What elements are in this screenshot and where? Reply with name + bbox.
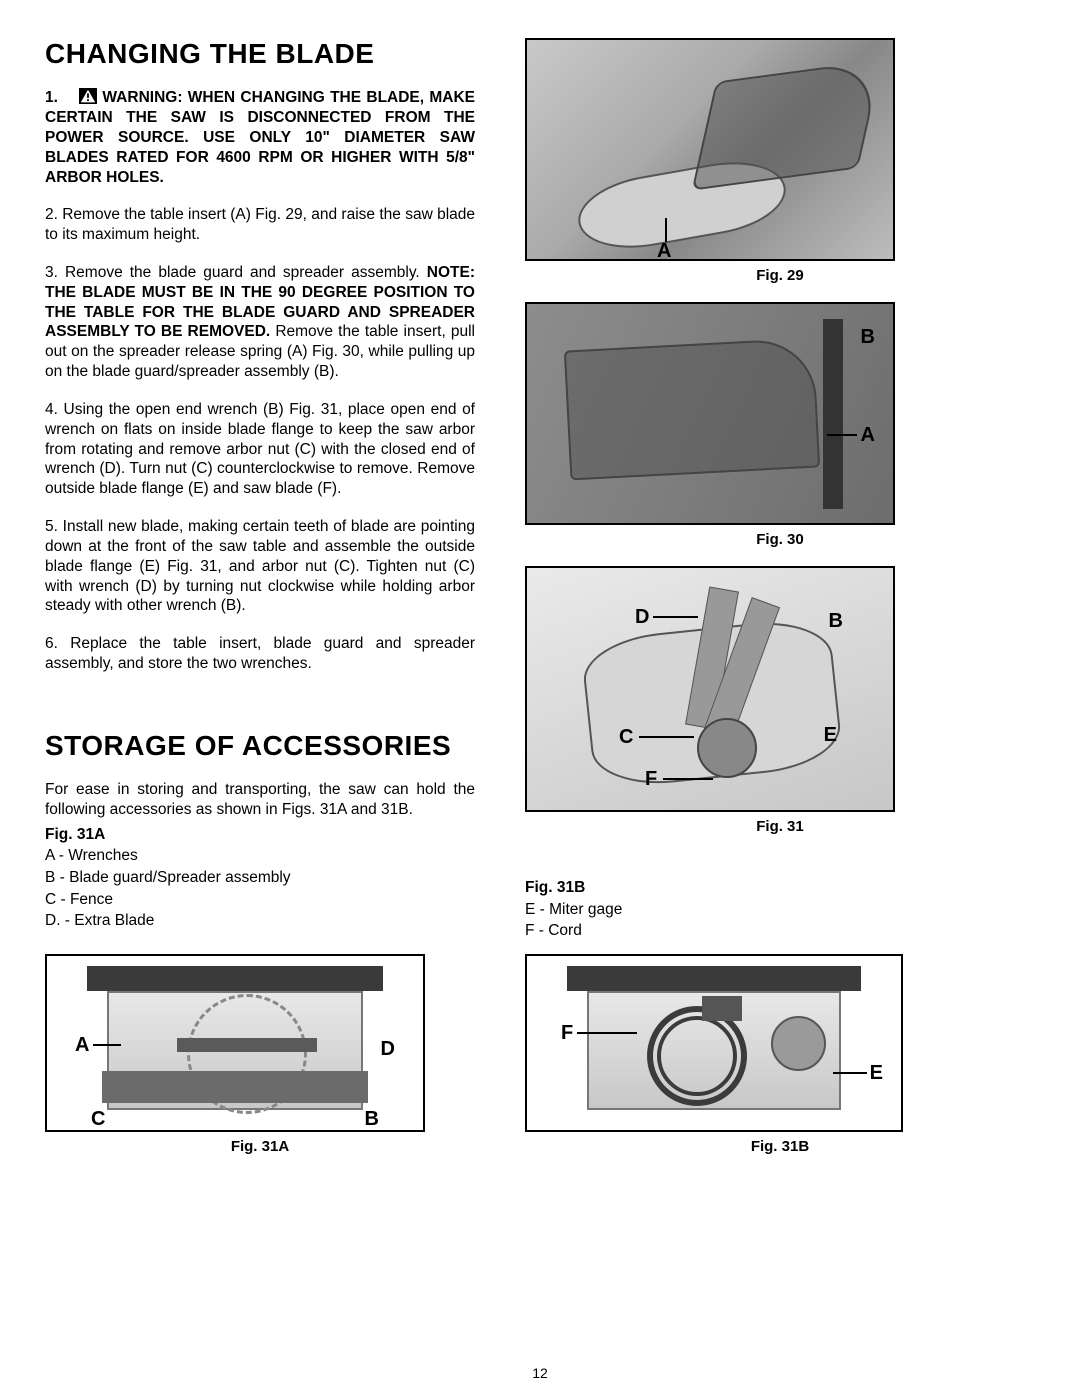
fig31b-list-body: E - Miter gage F - Cord [525,899,1035,942]
step-1: 1. WARNING: WHEN CHANGING THE BLADE, MAK… [45,88,475,187]
step3-a: 3. Remove the blade guard and spreader a… [45,264,427,281]
figure-29: A Fig. 29 [525,38,1035,284]
figure-31-caption: Fig. 31 [525,818,1035,835]
fig31A-label-D: D [381,1038,395,1061]
fig31-label-E: E [824,724,837,747]
fig31b-list-title: Fig. 31B [525,877,1035,899]
fig30-label-A: A [861,424,875,447]
figure-31B: F E Fig. 31B [525,954,1035,1155]
fig31-label-F: F [645,768,657,791]
figure-30-image: B A [525,302,895,525]
fig31-label-C: C [619,726,633,749]
figure-31-image: D B C E F [525,566,895,812]
step-4: 4. Using the open end wrench (B) Fig. 31… [45,400,475,499]
step-6: 6. Replace the table insert, blade guard… [45,634,475,674]
left-column: CHANGING THE BLADE 1. WARNING: WHEN CHAN… [45,38,475,942]
fig30-label-B: B [861,326,875,349]
storage-intro: For ease in storing and transporting, th… [45,780,475,820]
step1-warning-text: WARNING: WHEN CHANGING THE BLADE, MAKE C… [45,89,475,185]
step-3: 3. Remove the blade guard and spreader a… [45,263,475,382]
section-changing-blade-title: CHANGING THE BLADE [45,38,475,70]
fig31A-label-B: B [365,1108,379,1131]
fig31-label-D: D [635,606,649,629]
warning-icon [79,88,97,104]
figure-30-caption: Fig. 30 [525,531,1035,548]
step-2: 2. Remove the table insert (A) Fig. 29, … [45,205,475,245]
figure-29-caption: Fig. 29 [525,267,1035,284]
fig31A-label-A: A [75,1034,89,1057]
figure-29-image: A [525,38,895,261]
fig31b-list: Fig. 31B E - Miter gage F - Cord [525,877,1035,942]
fig31B-label-E: E [870,1062,883,1085]
fig31a-list-body: A - Wrenches B - Blade guard/Spreader as… [45,845,475,932]
fig31A-label-C: C [91,1108,105,1131]
fig29-label-A: A [657,240,671,261]
figure-31B-image: F E [525,954,903,1132]
figure-31A: A D C B Fig. 31A [45,954,475,1155]
right-column: A Fig. 29 B A Fig. 30 [525,38,1035,942]
fig31B-label-F: F [561,1022,573,1045]
fig31a-list: Fig. 31A A - Wrenches B - Blade guard/Sp… [45,824,475,932]
figure-30: B A Fig. 30 [525,302,1035,548]
step-5: 5. Install new blade, making certain tee… [45,517,475,616]
section-storage-title: STORAGE OF ACCESSORIES [45,730,475,762]
fig31-label-B: B [829,610,843,633]
figure-31: D B C E F Fig. 31 [525,566,1035,835]
step1-number: 1. [45,89,58,106]
figure-31B-caption: Fig. 31B [525,1138,1035,1155]
figure-31A-image: A D C B [45,954,425,1132]
page-number: 12 [532,1365,548,1381]
figure-31A-caption: Fig. 31A [45,1138,475,1155]
fig31a-list-title: Fig. 31A [45,824,475,846]
